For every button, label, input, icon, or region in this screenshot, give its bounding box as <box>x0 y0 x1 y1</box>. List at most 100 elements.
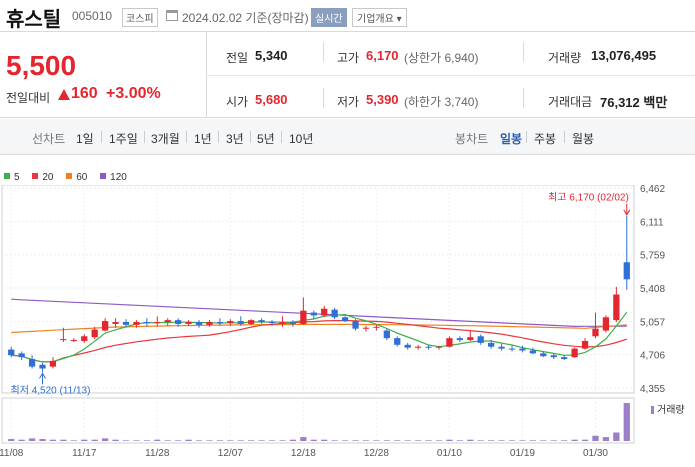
prev-close-label: 전일 <box>226 51 249 65</box>
volume-bar <box>112 439 119 441</box>
lower-limit: (하한가 3,740) <box>404 95 479 109</box>
volume-bar <box>383 440 390 441</box>
period-3m[interactable]: 3개월 <box>151 132 180 146</box>
candle-body <box>70 340 77 342</box>
candle-body <box>300 310 307 324</box>
candle-body <box>592 328 599 337</box>
realtime-button[interactable]: 실시간 <box>311 8 347 27</box>
candle-weekly[interactable]: 주봉 <box>534 132 557 146</box>
candle-body <box>143 322 150 324</box>
volume-bar <box>91 439 98 441</box>
volume-bar <box>341 440 349 441</box>
candle-body <box>529 350 537 354</box>
price-summary: 5,500 전일대비 160 +3.00% 전일 5,340 고가 6,170 … <box>0 32 695 118</box>
volume-bar <box>60 439 67 441</box>
divider <box>523 42 524 62</box>
volume-bar <box>456 440 463 441</box>
volume-bar <box>571 439 578 441</box>
volume-bar <box>101 438 109 441</box>
volume-bar <box>508 440 516 441</box>
volume-bar <box>446 439 453 441</box>
volume-bar <box>310 439 317 441</box>
price-change: 160 <box>71 85 98 102</box>
legend-item: 5 <box>4 172 20 183</box>
legend-item: 20 <box>32 172 53 183</box>
period-5y[interactable]: 5년 <box>257 132 275 146</box>
period-1y[interactable]: 1년 <box>194 132 212 146</box>
vs-prev-label: 전일대비 <box>6 91 51 105</box>
period-separator <box>250 131 251 143</box>
volume-bar <box>279 440 286 441</box>
high-value: 6,170 <box>366 48 399 63</box>
volume-bar <box>185 439 192 441</box>
volume-bar <box>529 440 537 441</box>
stock-name: 휴스틸 <box>6 9 62 31</box>
candle-body <box>519 348 526 351</box>
candle-body <box>289 322 297 324</box>
amount-label: 거래대금 <box>548 95 593 109</box>
volume-bar <box>331 440 338 441</box>
candle-body <box>435 346 443 348</box>
candle-body <box>175 320 182 324</box>
candle-body <box>122 322 130 325</box>
volume-bar <box>28 438 36 441</box>
base-date: 2024.02.02 기준(장마감) <box>182 11 309 25</box>
max-annotation-arrowhead <box>623 209 631 216</box>
candle-body <box>373 326 380 328</box>
candle-body <box>237 321 244 324</box>
candle-body <box>613 294 620 321</box>
volume-bar <box>592 435 599 441</box>
period-1w[interactable]: 1주일 <box>109 132 138 146</box>
current-price: 5,500 <box>6 50 77 81</box>
y-tick-label: 4,355 <box>640 384 665 395</box>
period-3y[interactable]: 3년 <box>226 132 244 146</box>
candle-body <box>488 342 495 347</box>
volume-bar <box>154 439 161 441</box>
candle-body <box>581 341 589 349</box>
volume-bar <box>488 440 495 441</box>
candle-body <box>206 322 213 325</box>
period-bar: 선차트 1일 1주일 3개월 1년 3년 5년 10년 봉차트 일봉 주봉 월봉 <box>0 119 695 155</box>
company-info-button[interactable]: 기업개요 ▾ <box>352 8 407 27</box>
volume-bar <box>206 440 213 441</box>
volume-bar <box>143 440 150 441</box>
volume-bar <box>498 440 505 441</box>
candle-body <box>91 329 98 338</box>
candle-body <box>341 317 349 322</box>
period-10y[interactable]: 10년 <box>289 132 314 146</box>
x-tick-label: 11/08 <box>0 448 24 459</box>
candle-body <box>498 346 505 349</box>
high-label: 고가 <box>337 51 360 65</box>
candle-daily[interactable]: 일봉 <box>500 132 523 146</box>
volume-bar <box>613 432 620 441</box>
volume-bar <box>300 437 307 441</box>
candle-body <box>227 321 234 323</box>
row-divider <box>206 75 695 76</box>
candle-body <box>321 308 328 316</box>
volume-bar <box>195 440 203 441</box>
prev-close-value: 5,340 <box>255 48 288 63</box>
max-annotation: 최고 6,170 (02/02) <box>548 192 629 204</box>
legend-item: 60 <box>66 172 87 183</box>
candle-monthly[interactable]: 월봉 <box>572 132 595 146</box>
price-plot-frame <box>1 185 635 394</box>
candle-body <box>467 337 474 341</box>
volume-bar <box>477 440 484 441</box>
candle-body <box>571 348 578 358</box>
candle-body <box>394 338 401 345</box>
volume-bar <box>467 439 474 441</box>
period-1d[interactable]: 1일 <box>76 132 94 146</box>
candle-body <box>446 338 453 347</box>
volume-legend-label: 거래량 <box>657 404 685 416</box>
y-tick-label: 4,706 <box>640 351 665 362</box>
volume-bar <box>18 439 25 441</box>
volume-bar <box>237 440 244 441</box>
candle-body <box>404 344 411 348</box>
volume-bar <box>435 440 443 441</box>
volume-bar <box>227 440 234 441</box>
candlestick-chart[interactable]: 4,355 4,706 5,057 5,408 5,759 6,111 6,462 11/08… <box>0 185 695 465</box>
divider <box>523 88 524 108</box>
ma-legend: 5 20 60 120 <box>4 172 137 183</box>
x-tick-label: 01/10 <box>437 448 462 459</box>
volume-label: 거래량 <box>548 51 582 65</box>
